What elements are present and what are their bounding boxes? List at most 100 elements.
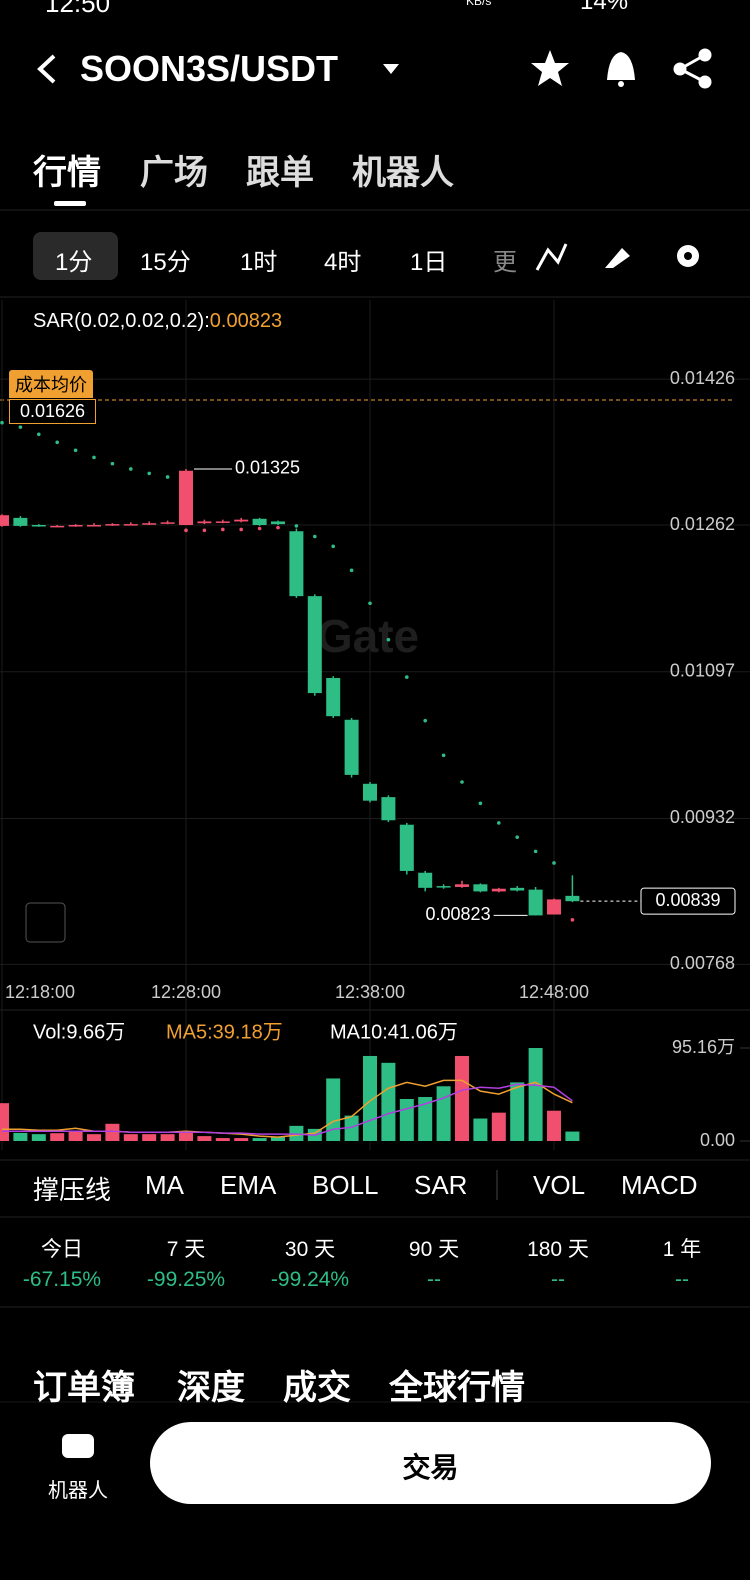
volume-bar bbox=[528, 1048, 543, 1141]
indicator-icon[interactable] bbox=[535, 243, 568, 271]
indicator-tab[interactable]: VOL bbox=[533, 1170, 586, 1200]
indicator-tab[interactable]: MA bbox=[145, 1170, 184, 1200]
robot-icon[interactable] bbox=[62, 1434, 94, 1458]
trade-button[interactable] bbox=[150, 1422, 711, 1504]
indicator-tab[interactable]: SAR bbox=[414, 1170, 468, 1200]
indicator-label: SAR(0.02,0.02,0.2): bbox=[33, 310, 210, 332]
volume-bar bbox=[13, 1132, 28, 1141]
share-icon[interactable] bbox=[673, 48, 712, 89]
indicator-tab[interactable]: EMA bbox=[220, 1170, 277, 1200]
dropdown-icon[interactable] bbox=[383, 64, 399, 74]
sar-dot bbox=[55, 440, 59, 445]
y-tick-label: 0.00768 bbox=[670, 953, 735, 973]
sar-dot bbox=[37, 432, 41, 437]
sar-dot bbox=[478, 801, 483, 806]
candle-body bbox=[418, 872, 433, 888]
candle-body bbox=[50, 525, 65, 528]
expand-icon[interactable] bbox=[25, 902, 66, 943]
y-tick-label: 0.01097 bbox=[670, 660, 735, 680]
robot-label[interactable]: 机器人 bbox=[48, 1480, 108, 1502]
favorite-icon[interactable] bbox=[531, 50, 569, 86]
volume-bar bbox=[197, 1136, 212, 1141]
min-marker: 0.00823 bbox=[426, 904, 491, 924]
candle-body bbox=[363, 783, 377, 801]
indicator-tab[interactable]: MACD bbox=[621, 1170, 698, 1200]
draw-icon[interactable] bbox=[605, 248, 630, 268]
y-tick-label: 0.00932 bbox=[670, 807, 735, 827]
sar-dot bbox=[405, 675, 409, 679]
indicator-tab[interactable]: BOLL bbox=[312, 1170, 379, 1200]
volume-bar bbox=[381, 1062, 396, 1141]
sar-dot bbox=[313, 534, 317, 539]
header-icons bbox=[37, 48, 712, 89]
volume-bar bbox=[271, 1137, 285, 1141]
section-tab[interactable]: 深度 bbox=[177, 1369, 245, 1407]
trade-label[interactable]: 交易 bbox=[402, 1452, 459, 1483]
interval[interactable]: 更 bbox=[493, 249, 517, 276]
back-icon[interactable] bbox=[37, 54, 56, 84]
max-marker: 0.01325 bbox=[235, 458, 300, 478]
volume-tick-label: 95.16万 bbox=[672, 1037, 735, 1057]
interval[interactable]: 1时 bbox=[240, 249, 278, 276]
candle-body bbox=[455, 884, 469, 887]
tab[interactable]: 行情 bbox=[33, 154, 101, 192]
candle-body bbox=[142, 523, 157, 525]
candle-body bbox=[547, 899, 561, 915]
candle-body bbox=[160, 522, 175, 524]
volume-bar bbox=[363, 1055, 377, 1141]
candle-body bbox=[0, 515, 9, 526]
sar-dot bbox=[73, 448, 78, 453]
candle-body bbox=[234, 519, 249, 522]
change: -- bbox=[427, 1268, 441, 1291]
candle-body bbox=[344, 719, 359, 775]
tab[interactable]: 广场 bbox=[140, 154, 208, 192]
sar-dot bbox=[147, 471, 151, 476]
tab[interactable]: 跟单 bbox=[246, 154, 314, 192]
volume-bar bbox=[68, 1131, 83, 1141]
tab-underline bbox=[54, 201, 86, 206]
alert-icon-dot bbox=[618, 81, 624, 87]
volume-bar bbox=[87, 1134, 101, 1141]
change: -- bbox=[551, 1268, 565, 1291]
period: 90 天 bbox=[408, 1238, 460, 1261]
volume-bar bbox=[418, 1097, 433, 1141]
volume-bar bbox=[399, 1098, 414, 1141]
last-price: 0.00839 bbox=[655, 890, 720, 910]
sar-dot bbox=[386, 637, 391, 642]
section-tab[interactable]: 成交 bbox=[283, 1369, 351, 1407]
sar-dot bbox=[239, 527, 243, 532]
candle-body bbox=[87, 525, 101, 527]
period: 180 天 bbox=[527, 1238, 589, 1261]
indicator-tab[interactable]: 撑压线 bbox=[33, 1175, 112, 1205]
sar-dot bbox=[533, 849, 538, 854]
sar-dot bbox=[515, 835, 519, 839]
volume-bar bbox=[123, 1134, 138, 1141]
volume-bar bbox=[491, 1112, 506, 1141]
interval[interactable]: 1分 bbox=[55, 249, 93, 276]
interval[interactable]: 4时 bbox=[324, 249, 362, 276]
candle-body bbox=[491, 888, 506, 892]
pair-title[interactable]: SOON3S/USDT bbox=[80, 48, 339, 89]
interval[interactable]: 1日 bbox=[410, 249, 448, 276]
section-tab[interactable]: 全球行情 bbox=[389, 1369, 525, 1407]
sar-dot bbox=[129, 467, 133, 471]
volume-bar bbox=[160, 1134, 175, 1141]
candle-body bbox=[31, 525, 46, 527]
x-tick-label: 12:28:00 bbox=[151, 982, 221, 1002]
interval[interactable]: 15分 bbox=[140, 249, 191, 276]
sar-dot bbox=[202, 528, 207, 533]
volume-bar bbox=[234, 1138, 249, 1141]
tab[interactable]: 机器人 bbox=[352, 154, 454, 192]
section-tab[interactable]: 订单簿 bbox=[33, 1369, 135, 1407]
legend-entry: Vol:9.66万 bbox=[33, 1021, 125, 1043]
status-speed: KB/s bbox=[466, 0, 492, 8]
candle-body bbox=[13, 517, 28, 526]
volume-bar bbox=[436, 1086, 451, 1141]
legend-entry: MA5:39.18万 bbox=[166, 1021, 283, 1043]
sar-dot bbox=[257, 526, 262, 531]
sar-dot bbox=[368, 601, 372, 606]
alert-icon[interactable] bbox=[607, 52, 635, 80]
sar-dot bbox=[18, 425, 23, 429]
candle-body bbox=[399, 824, 414, 871]
